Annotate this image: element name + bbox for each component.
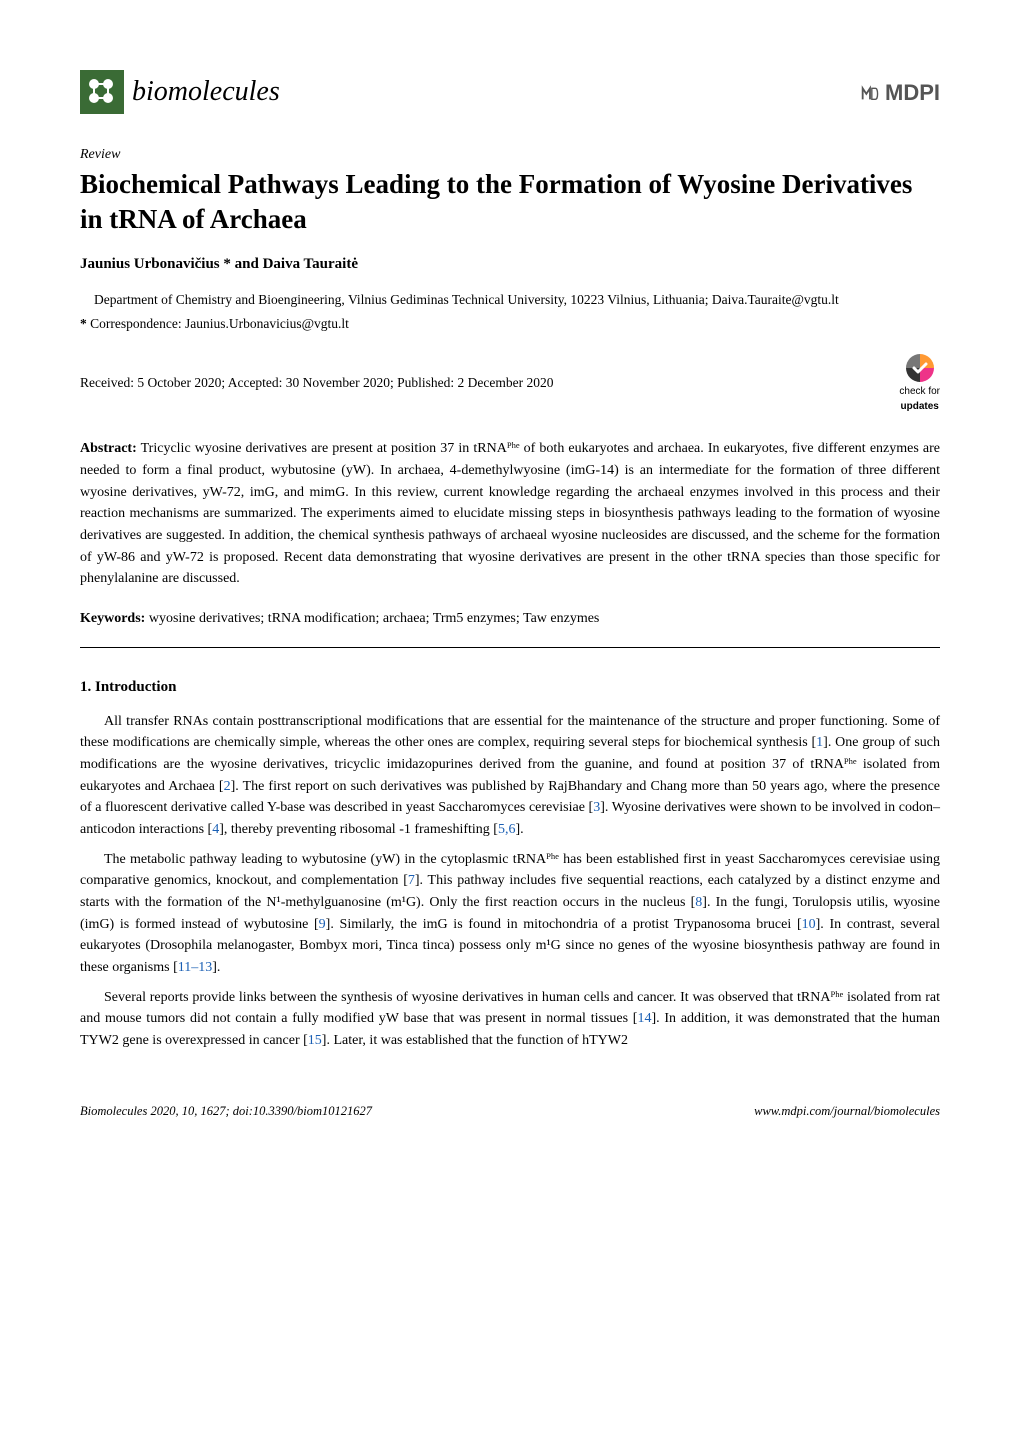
biomolecules-icon: [85, 75, 119, 109]
article-type: Review: [80, 144, 940, 165]
abstract-text: Tricyclic wyosine derivatives are presen…: [80, 441, 940, 586]
mdpi-icon: [859, 81, 881, 103]
correspondence-star: *: [80, 316, 87, 331]
section-1-p1: All transfer RNAs contain posttranscript…: [80, 711, 940, 841]
journal-logo: biomolecules: [80, 70, 280, 114]
abstract-label: Abstract:: [80, 441, 137, 456]
check-updates-line1: check for: [899, 384, 940, 399]
mdpi-logo: MDPI: [859, 76, 940, 109]
dates-text: Received: 5 October 2020; Accepted: 30 N…: [80, 373, 554, 393]
check-updates-icon: [904, 352, 936, 384]
journal-name: biomolecules: [132, 71, 280, 113]
page-container: biomolecules MDPI Review Biochemical Pat…: [0, 0, 1020, 1161]
correspondence: * Correspondence: Jaunius.Urbonavicius@v…: [80, 314, 940, 334]
authors: Jaunius Urbonavičius * and Daiva Taurait…: [80, 253, 940, 276]
header-row: biomolecules MDPI: [80, 70, 940, 114]
abstract: Abstract: Tricyclic wyosine derivatives …: [80, 438, 940, 590]
footer-left: Biomolecules 2020, 10, 1627; doi:10.3390…: [80, 1102, 372, 1121]
section-1-heading: 1. Introduction: [80, 676, 940, 699]
keywords: Keywords: wyosine derivatives; tRNA modi…: [80, 608, 940, 629]
check-updates-line2: updates: [901, 399, 939, 414]
affiliation: Department of Chemistry and Bioengineeri…: [80, 290, 940, 310]
divider: [80, 647, 940, 648]
dates-row: Received: 5 October 2020; Accepted: 30 N…: [80, 352, 940, 414]
journal-icon: [80, 70, 124, 114]
mdpi-text: MDPI: [885, 76, 940, 109]
article-title: Biochemical Pathways Leading to the Form…: [80, 167, 940, 237]
check-updates-link[interactable]: check for updates: [899, 352, 940, 414]
section-1-p2: The metabolic pathway leading to wybutos…: [80, 849, 940, 979]
keywords-text: wyosine derivatives; tRNA modification; …: [145, 611, 599, 626]
footer-right: www.mdpi.com/journal/biomolecules: [754, 1102, 940, 1121]
footer-row: Biomolecules 2020, 10, 1627; doi:10.3390…: [80, 1102, 940, 1121]
correspondence-text: Correspondence: Jaunius.Urbonavicius@vgt…: [90, 316, 349, 331]
keywords-label: Keywords:: [80, 611, 145, 626]
section-1-p3: Several reports provide links between th…: [80, 987, 940, 1052]
